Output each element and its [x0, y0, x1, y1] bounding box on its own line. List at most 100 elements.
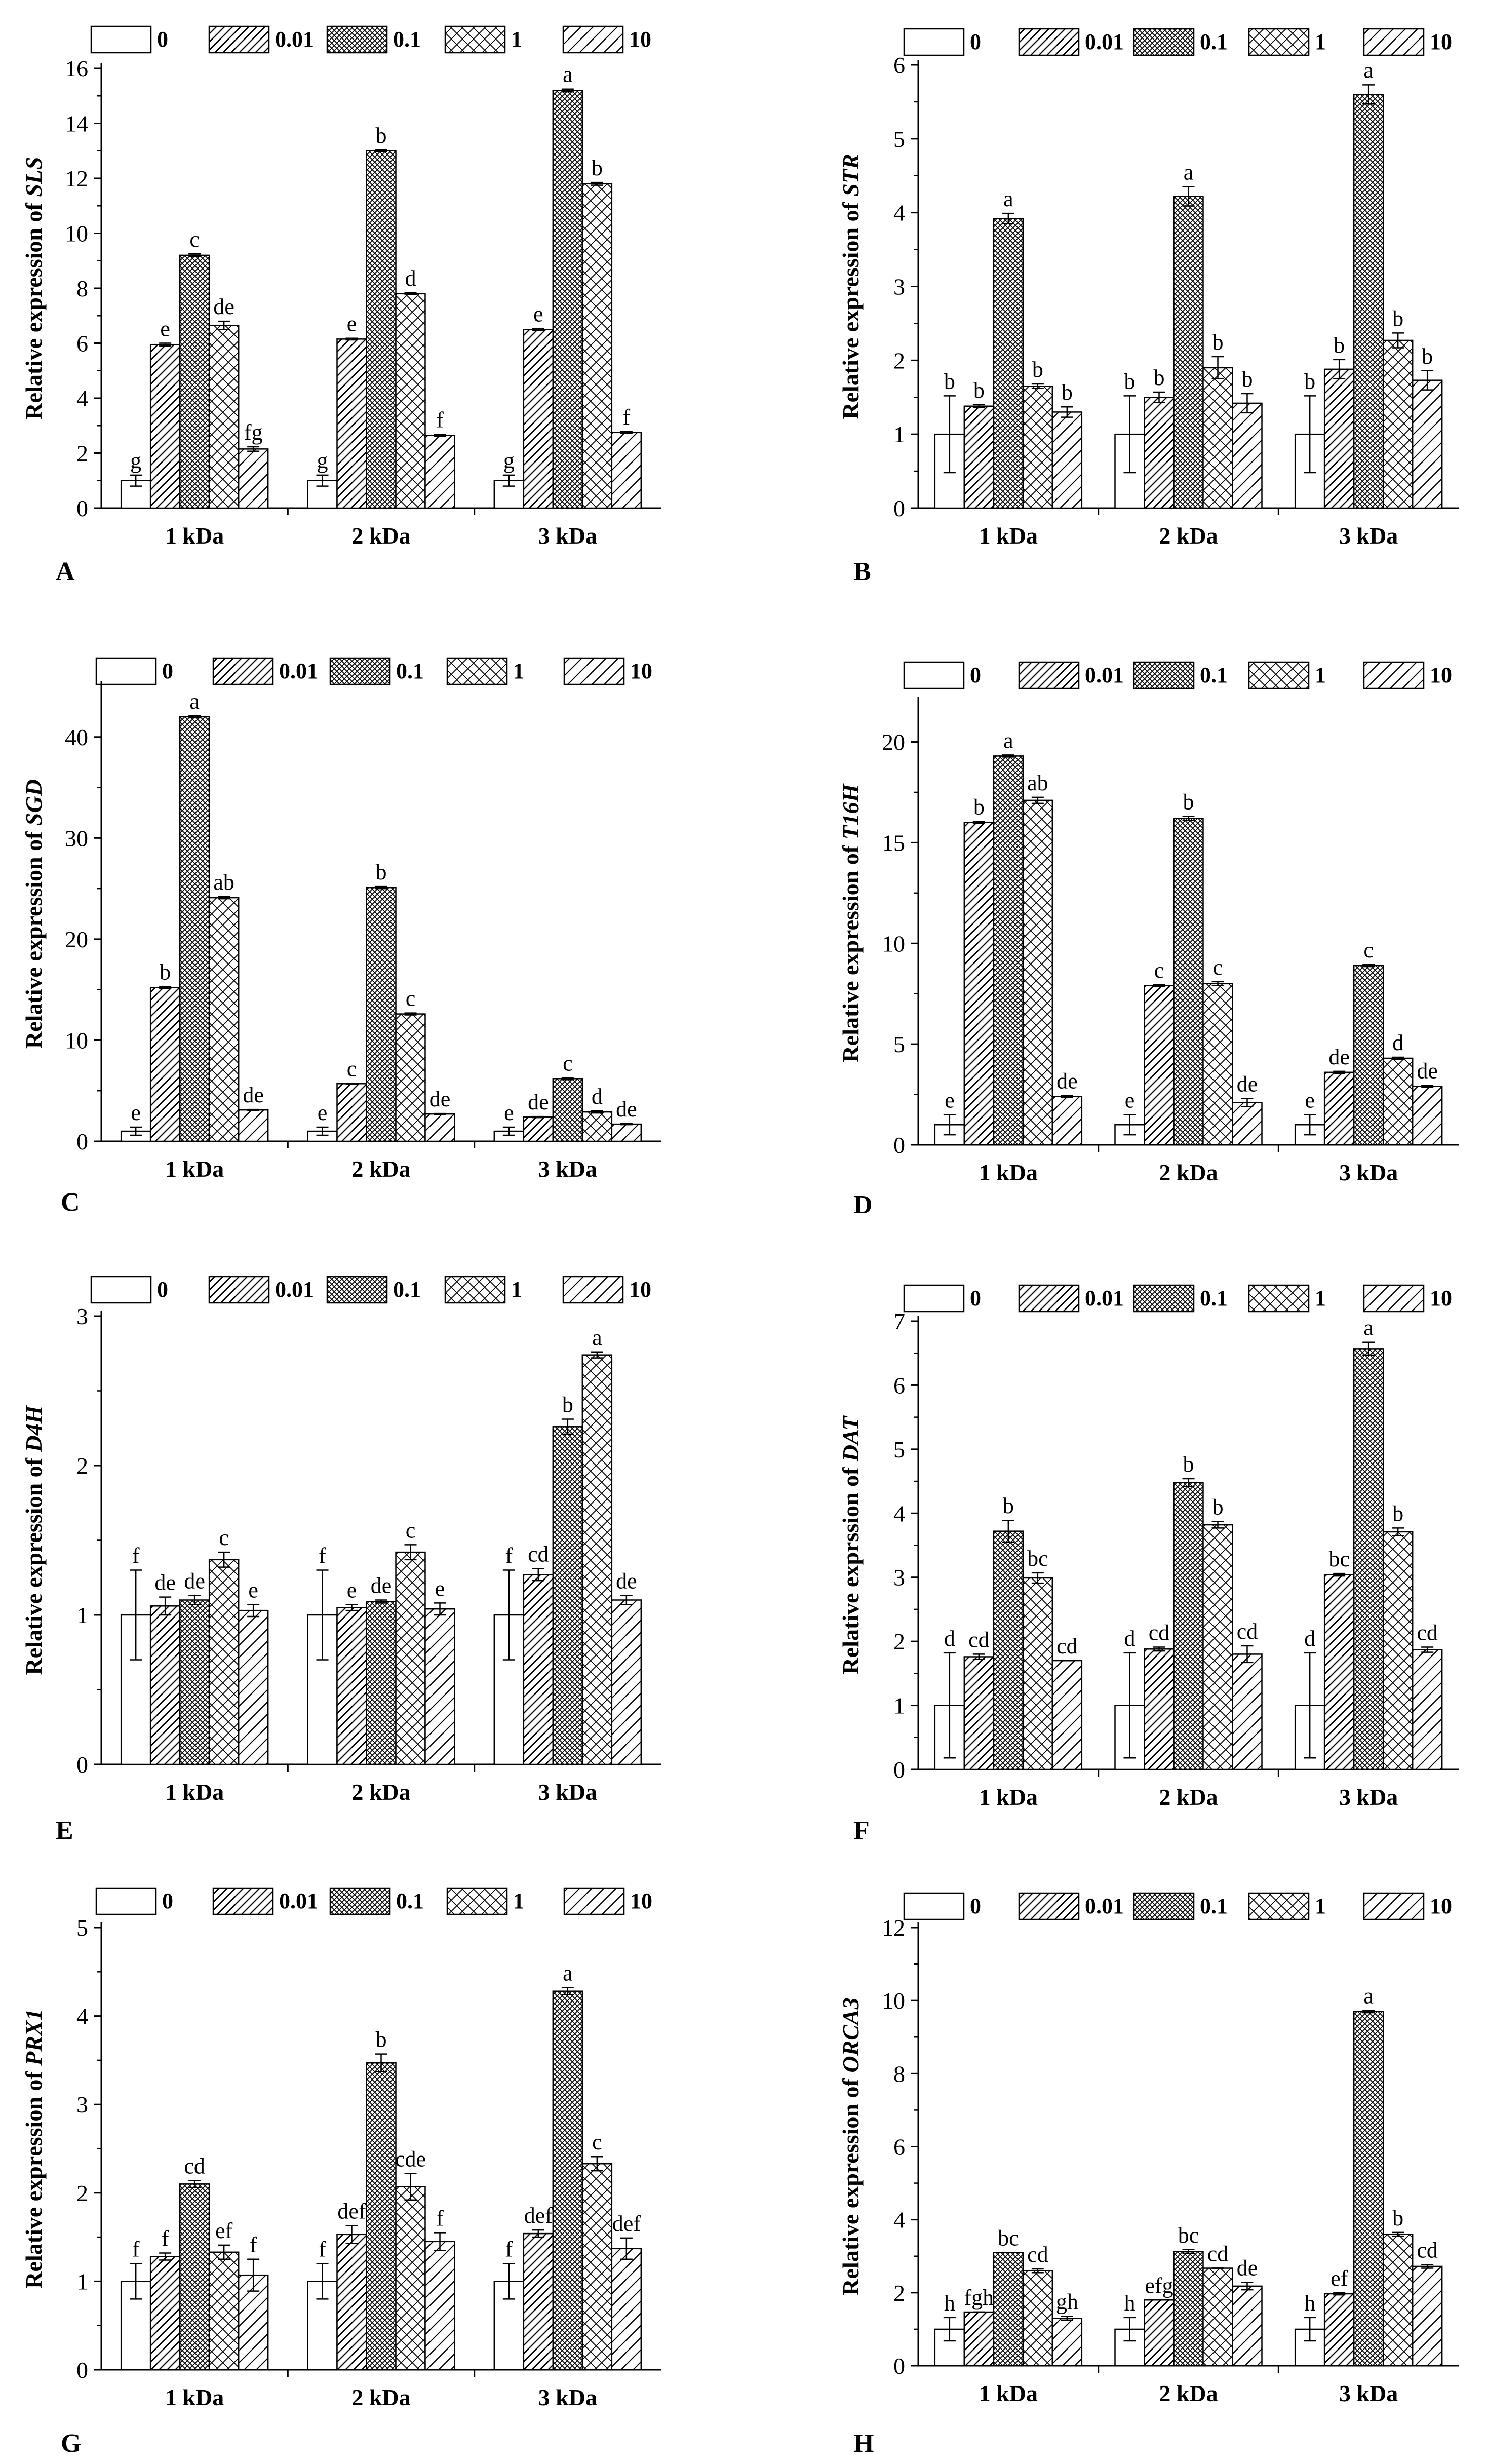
legend-swatch-4 [1363, 28, 1425, 56]
bar [1202, 983, 1233, 1146]
significance-letter: e [160, 317, 170, 341]
y-axis-title-prefix: Relative expression of [838, 839, 864, 1062]
legend-label: 10 [629, 27, 651, 52]
x-tick-label: 2 kDa [1159, 1160, 1218, 1185]
y-tick-label: 8 [76, 276, 88, 301]
y-tick-label: 14 [65, 111, 88, 137]
y-tick-label: 16 [65, 56, 88, 82]
significance-letter: b [1003, 1493, 1014, 1518]
significance-letter: b [1422, 344, 1433, 369]
legend-swatch-3 [1248, 1892, 1310, 1920]
significance-letter: c [406, 1518, 416, 1543]
x-tick-label: 3 kDa [1339, 1160, 1398, 1185]
legend-label: 1 [1315, 29, 1326, 54]
legend-swatch-2 [329, 657, 391, 685]
legend-label: 1 [513, 1889, 524, 1913]
bar [611, 1123, 642, 1142]
significance-letter: bc [1027, 1546, 1048, 1571]
significance-letter: c [592, 2130, 602, 2154]
bar [208, 897, 240, 1142]
legend-swatch-3 [446, 657, 508, 685]
bar [1232, 402, 1263, 509]
panel-g: 0 0.01 0.1 1 10 0 1 2 3 4 5 Relative expression of … [21, 1887, 661, 2458]
panel-d: 0 0.01 0.1 1 10 0 5 10 15 20 Relative expression o… [838, 661, 1459, 1219]
significance-letter: d [592, 1084, 603, 1109]
bar [993, 1530, 1024, 1770]
legend-label: 0 [157, 27, 168, 52]
y-tick-label: 4 [893, 2207, 905, 2233]
x-tick-label: 3 kDa [538, 1779, 597, 1805]
significance-letter: b [592, 156, 603, 180]
significance-letter: de [1417, 1059, 1438, 1084]
y-tick-label: 7 [893, 1308, 905, 1334]
legend: 0 0.01 0.1 1 10 [903, 28, 1452, 56]
bar [581, 1111, 613, 1142]
significance-letter: b [1392, 1501, 1403, 1526]
bar [993, 218, 1024, 509]
significance-letter: de [616, 1097, 637, 1122]
significance-letter: f [319, 1544, 326, 1568]
significance-letter: de [184, 1569, 205, 1594]
bar [611, 1599, 642, 1765]
bar [424, 1608, 455, 1765]
significance-letter: a [1363, 1316, 1374, 1340]
bar [963, 405, 995, 509]
bar [523, 329, 554, 509]
significance-letter: ab [1027, 771, 1048, 795]
significance-letter: de [528, 1090, 549, 1114]
significance-letter: cd [1027, 2242, 1048, 2267]
significance-letter: fg [244, 420, 263, 445]
legend: 0 0.01 0.1 1 10 [903, 661, 1452, 689]
bar [424, 434, 455, 509]
legend-swatch-1 [212, 657, 274, 685]
significance-letter: e [1305, 1088, 1315, 1112]
legend-label: 0.1 [1200, 1286, 1228, 1311]
significance-letter: f [132, 1544, 140, 1568]
significance-letter: b [376, 123, 387, 148]
y-axis-title: Relative expression of ORCA3 [838, 1997, 864, 2295]
legend-swatch-2 [1133, 1892, 1195, 1920]
bar [1232, 1653, 1263, 1770]
significance-letter: d [944, 1626, 955, 1651]
y-axis-title-prefix: Relative exprssion of [838, 1461, 864, 1674]
significance-letter: fgh [964, 2285, 994, 2310]
bar [1022, 799, 1053, 1146]
legend-swatch-3 [444, 1276, 506, 1304]
panel-label: F [853, 1816, 870, 1845]
legend-label: 0 [970, 663, 981, 687]
bar [1202, 1524, 1233, 1770]
legend-label: 0 [970, 1894, 981, 1918]
legend-label: 1 [511, 27, 522, 52]
bar [366, 887, 397, 1142]
y-axis-title-gene: D4H [21, 1405, 47, 1452]
significance-letter: efg [1145, 2273, 1173, 2298]
significance-letter: c [1213, 955, 1223, 980]
legend-swatch-4 [562, 1276, 624, 1304]
significance-letter: b [1183, 790, 1194, 815]
legend-label: 0.1 [393, 1277, 421, 1302]
significance-letter: de [1056, 1069, 1078, 1094]
bar [395, 2186, 426, 2371]
legend-label: 0 [162, 1889, 173, 1913]
y-axis-title-prefix: Relative expression of [21, 1452, 47, 1675]
significance-letter: d [1124, 1626, 1136, 1651]
bar [1173, 196, 1204, 509]
y-tick-label: 6 [893, 2134, 905, 2160]
significance-letter: cd [1207, 2242, 1229, 2266]
bar [1412, 2265, 1443, 2367]
significance-letter: bc [1178, 2223, 1199, 2248]
y-axis-title: Relative expression of STR [838, 153, 864, 419]
significance-letter: e [347, 312, 357, 336]
bar [336, 1607, 367, 1765]
bar [1412, 379, 1443, 509]
bar [336, 338, 367, 509]
x-tick-label: 2 kDa [1159, 1784, 1218, 1810]
legend-label: 10 [1430, 663, 1452, 687]
legend-label: 0 [970, 1286, 981, 1311]
legend-swatch-4 [1363, 1892, 1425, 1920]
panel-label: H [853, 2429, 874, 2458]
significance-letter: b [1334, 333, 1345, 358]
bar [1173, 1482, 1204, 1770]
x-tick-label: 2 kDa [1159, 2380, 1218, 2406]
significance-letter: f [319, 2237, 326, 2261]
